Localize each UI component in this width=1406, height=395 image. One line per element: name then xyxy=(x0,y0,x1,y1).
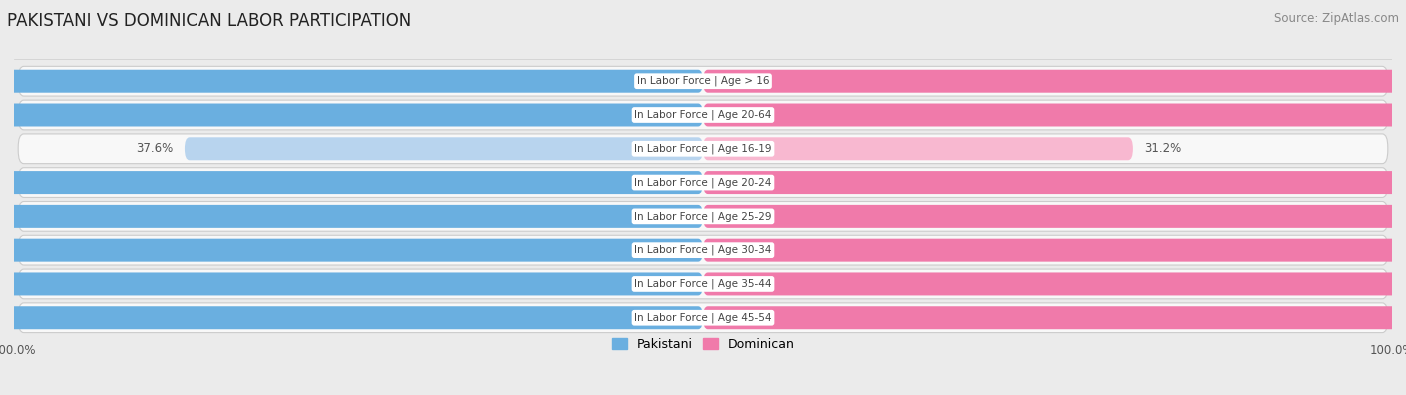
FancyBboxPatch shape xyxy=(0,239,703,261)
FancyBboxPatch shape xyxy=(18,303,1388,333)
Text: 37.6%: 37.6% xyxy=(136,142,174,155)
FancyBboxPatch shape xyxy=(18,269,1388,299)
FancyBboxPatch shape xyxy=(18,134,1388,164)
Text: In Labor Force | Age 25-29: In Labor Force | Age 25-29 xyxy=(634,211,772,222)
FancyBboxPatch shape xyxy=(703,103,1406,126)
Text: In Labor Force | Age 30-34: In Labor Force | Age 30-34 xyxy=(634,245,772,256)
FancyBboxPatch shape xyxy=(186,137,703,160)
FancyBboxPatch shape xyxy=(0,103,703,126)
FancyBboxPatch shape xyxy=(0,70,703,93)
Text: In Labor Force | Age 35-44: In Labor Force | Age 35-44 xyxy=(634,279,772,289)
FancyBboxPatch shape xyxy=(18,100,1388,130)
Text: In Labor Force | Age 20-64: In Labor Force | Age 20-64 xyxy=(634,110,772,120)
FancyBboxPatch shape xyxy=(0,306,703,329)
Text: In Labor Force | Age 20-24: In Labor Force | Age 20-24 xyxy=(634,177,772,188)
FancyBboxPatch shape xyxy=(703,205,1406,228)
FancyBboxPatch shape xyxy=(703,273,1406,295)
FancyBboxPatch shape xyxy=(0,171,703,194)
Text: PAKISTANI VS DOMINICAN LABOR PARTICIPATION: PAKISTANI VS DOMINICAN LABOR PARTICIPATI… xyxy=(7,12,412,30)
Text: Source: ZipAtlas.com: Source: ZipAtlas.com xyxy=(1274,12,1399,25)
FancyBboxPatch shape xyxy=(703,137,1133,160)
Text: In Labor Force | Age 45-54: In Labor Force | Age 45-54 xyxy=(634,312,772,323)
FancyBboxPatch shape xyxy=(0,205,703,228)
Legend: Pakistani, Dominican: Pakistani, Dominican xyxy=(606,333,800,356)
FancyBboxPatch shape xyxy=(703,70,1406,93)
FancyBboxPatch shape xyxy=(18,201,1388,231)
Text: 31.2%: 31.2% xyxy=(1144,142,1181,155)
FancyBboxPatch shape xyxy=(703,239,1406,261)
Text: In Labor Force | Age 16-19: In Labor Force | Age 16-19 xyxy=(634,143,772,154)
Text: In Labor Force | Age > 16: In Labor Force | Age > 16 xyxy=(637,76,769,87)
FancyBboxPatch shape xyxy=(18,235,1388,265)
FancyBboxPatch shape xyxy=(18,168,1388,198)
FancyBboxPatch shape xyxy=(0,273,703,295)
FancyBboxPatch shape xyxy=(703,306,1406,329)
FancyBboxPatch shape xyxy=(18,66,1388,96)
FancyBboxPatch shape xyxy=(703,171,1406,194)
